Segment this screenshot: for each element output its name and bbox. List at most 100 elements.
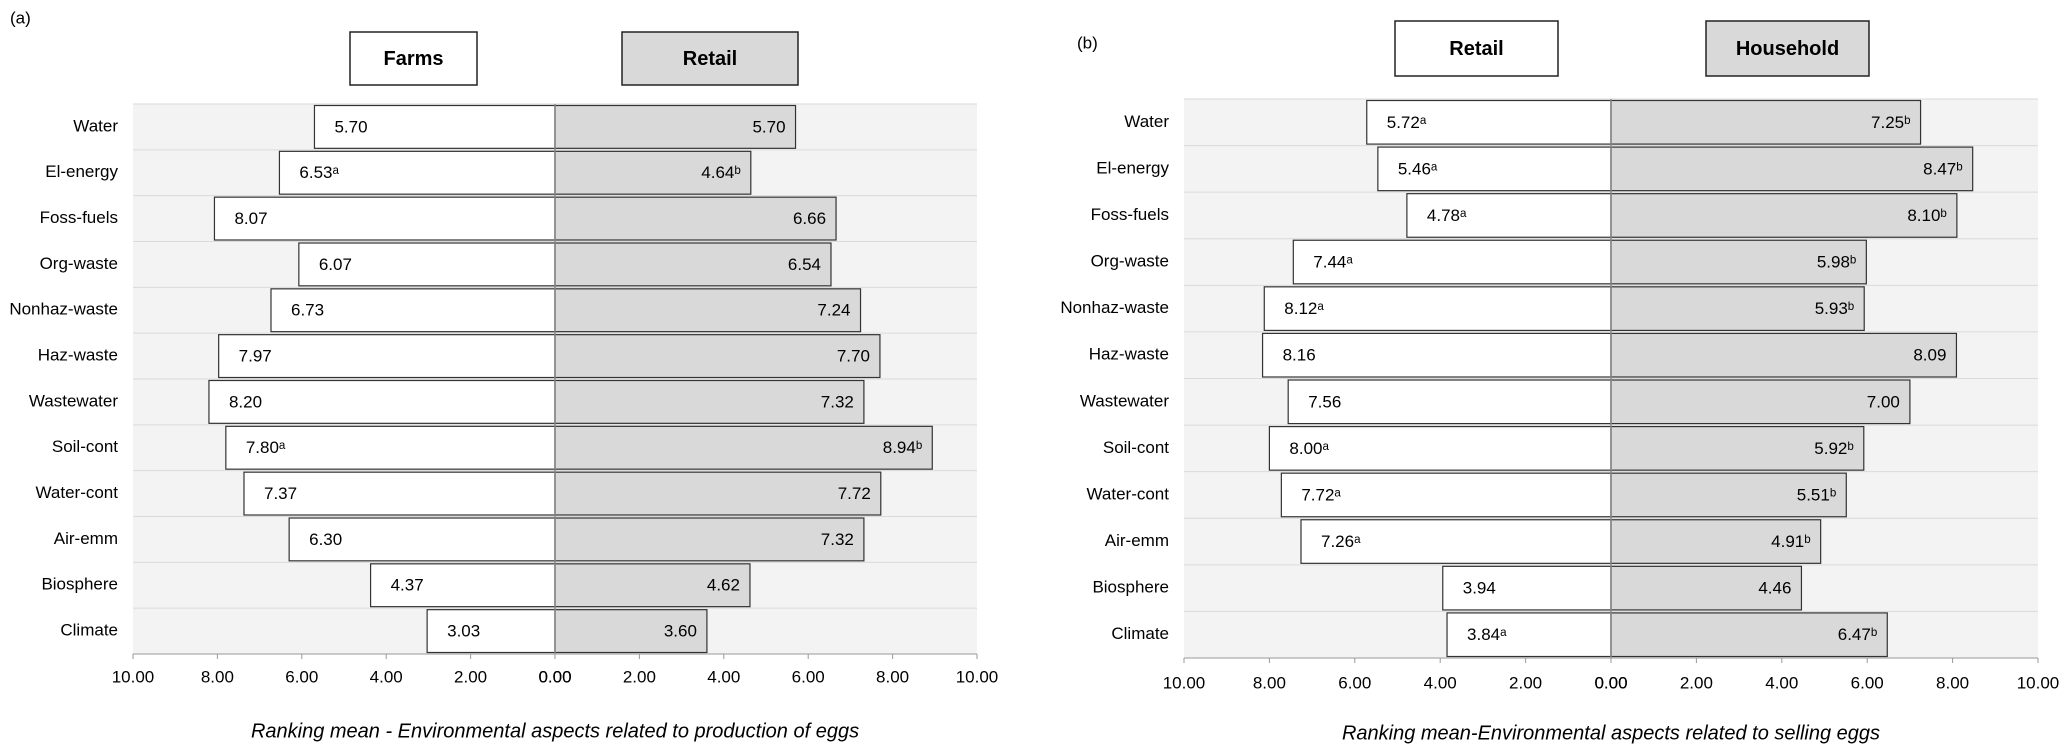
category-label: Soil-cont bbox=[52, 437, 118, 456]
value-label: 3.03 bbox=[447, 622, 480, 641]
bar-left bbox=[298, 242, 556, 287]
bar-right bbox=[1610, 286, 1865, 332]
category-label: Foss-fuels bbox=[1091, 205, 1169, 224]
value-label: 8.00ᵃ bbox=[1289, 439, 1329, 458]
value-label: 4.78ᵃ bbox=[1427, 206, 1467, 225]
value-label: 8.94ᵇ bbox=[883, 438, 923, 457]
x-tick-label: 4.00 bbox=[1765, 673, 1798, 692]
value-label: 7.72 bbox=[838, 484, 871, 503]
bar-left bbox=[1406, 193, 1612, 238]
value-label: 5.70 bbox=[334, 117, 367, 136]
bar-right bbox=[554, 471, 882, 516]
bar-right bbox=[554, 104, 797, 149]
value-label: 4.37 bbox=[391, 576, 424, 595]
value-label: 7.44ᵃ bbox=[1313, 253, 1353, 272]
legend-box bbox=[349, 31, 478, 86]
x-axis-title: Ranking mean - Environmental aspects rel… bbox=[251, 720, 859, 742]
value-label: 7.72ᵃ bbox=[1301, 485, 1341, 504]
category-label: Wastewater bbox=[1080, 391, 1169, 410]
value-label: 6.73 bbox=[291, 301, 324, 320]
bar-left bbox=[243, 471, 556, 516]
x-tick-label: 4.00 bbox=[370, 667, 403, 686]
bar-right bbox=[1610, 193, 1958, 238]
bar-right bbox=[1610, 239, 1867, 285]
value-label: 5.70 bbox=[752, 117, 785, 136]
legend-label: Household bbox=[1736, 38, 1839, 60]
legend-label: Farms bbox=[383, 48, 443, 70]
category-label: Air-emm bbox=[54, 529, 118, 548]
category-label: Climate bbox=[60, 621, 118, 640]
x-tick-label: 2.00 bbox=[1509, 673, 1542, 692]
bar-right bbox=[1610, 332, 1958, 378]
legend-label: Retail bbox=[683, 48, 737, 70]
value-label: 6.07 bbox=[319, 255, 352, 274]
bar-right bbox=[554, 379, 865, 424]
value-label: 5.93ᵇ bbox=[1815, 299, 1855, 318]
category-label: Nonhaz-waste bbox=[1060, 298, 1169, 317]
category-label: Org-waste bbox=[40, 254, 118, 273]
category-label: Nonhaz-waste bbox=[9, 300, 118, 319]
value-label: 6.66 bbox=[793, 209, 826, 228]
value-label: 5.98ᵇ bbox=[1817, 253, 1857, 272]
x-tick-label: 0.00 bbox=[538, 667, 571, 686]
bar-right bbox=[1610, 519, 1822, 564]
bar-right bbox=[1610, 565, 1803, 611]
bar-right bbox=[554, 288, 862, 333]
x-tick-label: 4.00 bbox=[1424, 673, 1457, 692]
bar-left bbox=[1377, 146, 1612, 192]
x-tick-label: 6.00 bbox=[1338, 673, 1371, 692]
x-axis-title: Ranking mean-Environmental aspects relat… bbox=[1342, 722, 1880, 744]
value-label: 5.72ᵃ bbox=[1387, 113, 1427, 132]
bar-right bbox=[1610, 425, 1865, 471]
value-label: 8.16 bbox=[1283, 346, 1316, 365]
value-label: 7.00 bbox=[1867, 392, 1900, 411]
bar-left bbox=[1263, 286, 1612, 332]
category-label: Water bbox=[73, 116, 118, 135]
value-label: 6.30 bbox=[309, 530, 342, 549]
bar-right bbox=[554, 196, 837, 241]
panel-label: (b) bbox=[1077, 33, 1098, 52]
category-label: Foss-fuels bbox=[40, 208, 118, 227]
legend-box bbox=[1394, 20, 1559, 77]
value-label: 4.91ᵇ bbox=[1771, 532, 1811, 551]
value-label: 7.24 bbox=[817, 301, 850, 320]
x-tick-label: 2.00 bbox=[1680, 673, 1713, 692]
x-tick-label: 8.00 bbox=[201, 667, 234, 686]
bar-right bbox=[554, 517, 865, 562]
value-label: 4.62 bbox=[707, 576, 740, 595]
value-label: 7.32 bbox=[821, 392, 854, 411]
bar-right bbox=[554, 609, 708, 654]
category-label: Wastewater bbox=[29, 391, 118, 410]
x-tick-label: 2.00 bbox=[623, 667, 656, 686]
bar-left bbox=[213, 196, 556, 241]
value-label: 5.92ᵇ bbox=[1814, 439, 1854, 458]
x-tick-label: 8.00 bbox=[1253, 673, 1286, 692]
value-label: 7.25ᵇ bbox=[1871, 113, 1911, 132]
bar-left bbox=[278, 150, 556, 195]
bar-left bbox=[270, 288, 556, 333]
x-tick-label: 0.00 bbox=[1594, 673, 1627, 692]
bar-left bbox=[313, 104, 556, 149]
bar-right bbox=[554, 425, 933, 470]
value-label: 7.56 bbox=[1308, 392, 1341, 411]
bar-left bbox=[1292, 239, 1612, 285]
bar-right bbox=[1610, 146, 1974, 192]
bar-left bbox=[1366, 99, 1612, 145]
category-label: Water-cont bbox=[1086, 484, 1169, 503]
x-tick-label: 6.00 bbox=[792, 667, 825, 686]
x-tick-label: 8.00 bbox=[876, 667, 909, 686]
x-tick-label: 0.00 bbox=[538, 667, 571, 686]
category-label: Biosphere bbox=[41, 575, 118, 594]
category-label: Water bbox=[1124, 112, 1169, 131]
value-label: 7.80ᵃ bbox=[246, 438, 286, 457]
bar-left bbox=[288, 517, 556, 562]
x-tick-label: 8.00 bbox=[1936, 673, 1969, 692]
x-tick-label: 6.00 bbox=[285, 667, 318, 686]
value-label: 8.20 bbox=[229, 392, 262, 411]
value-label: 7.32 bbox=[821, 530, 854, 549]
x-tick-label: 6.00 bbox=[1851, 673, 1884, 692]
value-label: 7.26ᵃ bbox=[1321, 532, 1361, 551]
value-label: 8.09 bbox=[1913, 346, 1946, 365]
category-label: Haz-waste bbox=[38, 346, 118, 365]
bar-left bbox=[1280, 472, 1612, 518]
